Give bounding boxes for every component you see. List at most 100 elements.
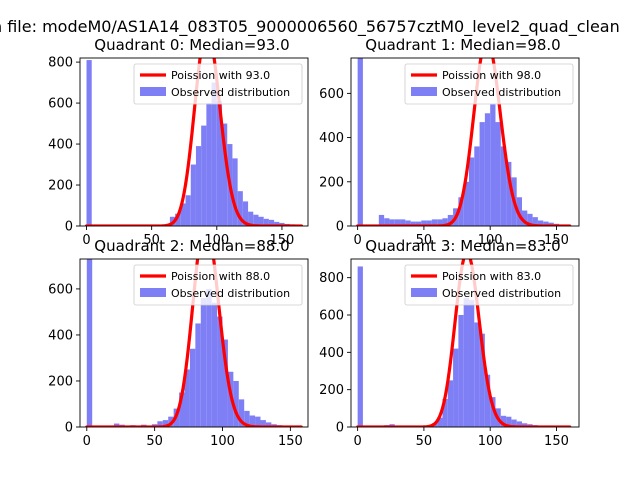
x-tick-label: 100 xyxy=(204,233,229,248)
quadrant-0-plot-area xyxy=(84,58,304,226)
legend-label-observed: Observed distribution xyxy=(442,287,561,300)
histogram-bar xyxy=(484,113,491,226)
histogram-bar xyxy=(458,197,464,226)
histogram-bar xyxy=(211,302,218,427)
histogram-bar xyxy=(237,191,243,226)
histogram-bar xyxy=(255,416,261,427)
histogram-bar xyxy=(216,101,223,226)
histogram-bar xyxy=(357,58,363,226)
legend-label-observed: Observed distribution xyxy=(171,86,290,99)
histogram-bar xyxy=(162,420,169,427)
x-tick-label: 0 xyxy=(83,434,91,449)
x-tick-label: 50 xyxy=(416,233,433,248)
x-tick-label: 50 xyxy=(146,434,163,449)
histogram-bar xyxy=(506,161,512,226)
histogram-bar xyxy=(500,146,507,226)
histogram-bar xyxy=(238,399,245,427)
quadrant-3-panel: 0 50 100 150 0 200 400 600 800 Poission with 83.0… xyxy=(319,237,580,449)
histogram-bar xyxy=(217,316,223,427)
histogram-bar xyxy=(522,423,528,427)
quadrant-2-panel: 0 50 100 150 0 200 400 600 Poission with 88.0 Obs… xyxy=(48,237,309,449)
histogram-bar xyxy=(437,417,443,427)
y-tick-label: 0 xyxy=(336,220,344,235)
legend-label-poisson: Poission with 93.0 xyxy=(171,69,270,82)
legend-bar-swatch xyxy=(411,87,437,96)
x-tick-label: 50 xyxy=(143,233,160,248)
histogram-bar xyxy=(468,157,475,226)
x-tick-label: 0 xyxy=(82,233,90,248)
histogram-bar xyxy=(474,322,480,427)
axes-frame xyxy=(350,258,580,428)
histogram-bar xyxy=(410,221,416,226)
histogram-bar xyxy=(206,103,212,226)
legend-box xyxy=(404,264,574,306)
quadrant-3-title: Quadrant 3: Median=83.0 xyxy=(365,237,560,255)
histogram-bar xyxy=(474,146,480,226)
histogram-bar xyxy=(180,203,186,226)
histogram-bar xyxy=(184,369,190,427)
y-tick-label: 600 xyxy=(319,309,344,324)
y-tick-label: 400 xyxy=(319,131,344,146)
histogram-bar xyxy=(405,220,411,226)
legend-box xyxy=(404,63,574,105)
histogram-bar xyxy=(468,300,475,427)
axes-frame xyxy=(79,57,309,227)
y-tick-label: 800 xyxy=(48,56,73,71)
histogram-bar xyxy=(479,122,485,226)
histogram-bar xyxy=(543,221,549,226)
quadrant-0-panel: 0 50 100 150 0 200 400 600 800 Poission with 93.0… xyxy=(48,36,309,248)
histogram-bar xyxy=(447,380,454,427)
y-tick-label: 200 xyxy=(319,383,344,398)
histogram-bar xyxy=(437,219,443,226)
histogram-bar xyxy=(195,323,201,427)
histogram-bar xyxy=(453,348,459,427)
x-tick-label: 150 xyxy=(278,434,303,449)
x-tick-label: 50 xyxy=(416,434,433,449)
quadrant-3-plot-area xyxy=(356,259,572,427)
quadrant-1-title: Quadrant 1: Median=98.0 xyxy=(365,36,560,54)
histogram-bar xyxy=(537,220,544,226)
histogram-bar xyxy=(113,423,120,427)
legend-box xyxy=(133,264,303,306)
quadrant-2-plot: 0 50 100 150 0 200 400 600 Poission with 88.0 Obs… xyxy=(48,258,309,449)
y-tick-label: 600 xyxy=(48,282,73,297)
y-tick-label: 200 xyxy=(319,175,344,190)
histogram-bar xyxy=(222,123,228,226)
histogram-bar xyxy=(548,222,554,226)
histogram-bar xyxy=(200,298,207,427)
histogram-bar xyxy=(253,214,259,226)
y-tick-label: 0 xyxy=(65,421,73,436)
histogram-bar xyxy=(211,82,217,226)
histogram-bar xyxy=(431,219,438,226)
x-tick-label: 150 xyxy=(270,233,295,248)
histogram-bar xyxy=(260,420,266,427)
histogram-bar xyxy=(511,419,517,427)
legend-bar-swatch xyxy=(140,87,166,96)
quadrant-1-plot: 0 50 100 150 0 200 400 600 Poission with 98.0 Obs… xyxy=(319,57,580,248)
histogram-bar xyxy=(415,221,422,226)
histogram-bar xyxy=(175,213,181,226)
axes-frame xyxy=(350,57,580,227)
histogram-bar xyxy=(263,218,269,226)
histogram-bar xyxy=(527,213,533,226)
figure-suptitle: n file: modeM0/AS1A14_083T05_9000006560_… xyxy=(0,17,620,37)
legend-bar-swatch xyxy=(140,288,166,297)
histogram-bar xyxy=(185,195,191,226)
histogram-bar xyxy=(265,422,272,427)
y-tick-label: 0 xyxy=(65,220,73,235)
histogram-bar xyxy=(500,415,507,427)
legend-bar-swatch xyxy=(411,288,437,297)
histogram-bar xyxy=(222,339,228,427)
histogram-bar xyxy=(244,410,250,427)
histogram-bar xyxy=(506,416,512,427)
quadrant-1-plot-area xyxy=(356,58,572,226)
histogram-bar xyxy=(274,221,280,226)
quadrant-1-panel: 0 50 100 150 0 200 400 600 Poission with 98.0 Obs… xyxy=(319,36,580,248)
legend-label-poisson: Poission with 88.0 xyxy=(171,270,270,283)
histogram-bar xyxy=(248,211,254,226)
histogram-bar xyxy=(426,220,432,226)
legend-label-poisson: Poission with 83.0 xyxy=(442,270,541,283)
histogram-bar xyxy=(258,216,264,226)
histogram-bar xyxy=(190,164,196,226)
axes-frame xyxy=(79,258,309,428)
